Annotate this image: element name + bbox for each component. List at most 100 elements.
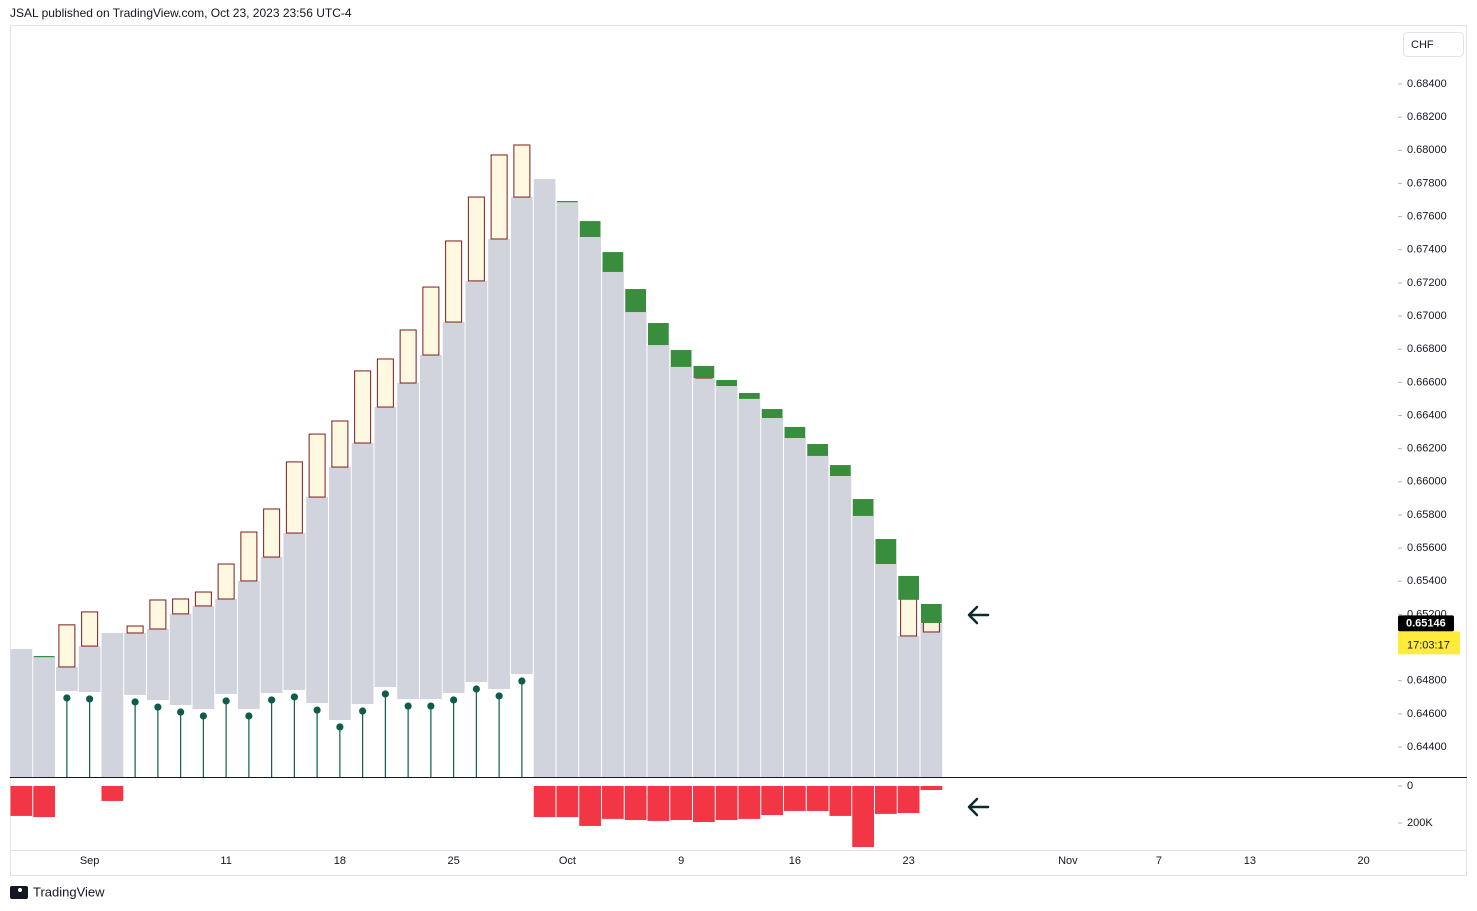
y-tick-label: 0.66000 — [1407, 476, 1447, 488]
volume-bar — [920, 785, 943, 791]
range-box — [194, 591, 212, 607]
price-column — [147, 628, 169, 701]
y-tick-label: 0.64800 — [1407, 675, 1447, 687]
x-tick-label: 7 — [1156, 855, 1162, 867]
range-box — [81, 611, 99, 647]
price-column — [920, 623, 943, 777]
stem-dot — [177, 708, 185, 716]
stem-dot — [313, 706, 321, 714]
range-box — [490, 154, 508, 240]
green-block — [784, 426, 806, 439]
price-column — [192, 605, 215, 710]
green-block — [852, 499, 874, 516]
price-column — [761, 417, 783, 777]
volume-bar — [806, 785, 829, 811]
green-block — [921, 603, 942, 624]
y-tick-label: 0.64400 — [1407, 741, 1447, 753]
price-column — [738, 398, 761, 777]
price-column — [602, 271, 624, 777]
volume-bar — [670, 785, 692, 821]
y-tick-label: 0.65400 — [1407, 575, 1447, 587]
price-column — [829, 476, 852, 777]
y-tick-label: 0.68400 — [1407, 78, 1447, 90]
stem-dot — [427, 702, 435, 710]
range-box — [513, 144, 531, 198]
y-tick-label: 0.65800 — [1407, 509, 1447, 521]
stem-dot — [359, 707, 367, 715]
stem-dot — [472, 685, 480, 693]
price-column — [124, 632, 146, 695]
arrow-price — [967, 605, 990, 625]
volume-bar — [101, 785, 124, 801]
stem-dot — [518, 677, 526, 685]
green-block — [693, 365, 715, 379]
volume-bar — [579, 785, 601, 826]
x-tick-label: Sep — [80, 855, 100, 867]
stem-dot — [222, 697, 230, 705]
green-block — [739, 392, 760, 399]
y-tick-label: 0.64600 — [1407, 708, 1447, 720]
header-text: JSAL published on TradingView.com, Oct 2… — [10, 6, 352, 20]
volume-tick-label: 0 — [1407, 780, 1413, 792]
volume-bar — [761, 785, 783, 816]
arrow-volume — [967, 797, 990, 817]
price-column — [56, 666, 78, 691]
range-box — [354, 370, 372, 444]
volume-bar — [897, 785, 920, 813]
price-column — [10, 649, 33, 777]
green-block — [807, 444, 828, 456]
green-block — [648, 323, 669, 346]
volume-bar — [533, 785, 556, 818]
x-tick-label: 20 — [1358, 855, 1370, 867]
volume-bar — [624, 785, 647, 821]
currency-box[interactable] — [1403, 32, 1464, 57]
green-block — [625, 289, 646, 313]
last-price-label: 0.65146 — [1406, 617, 1446, 629]
stem-dot — [86, 695, 94, 703]
volume-bar — [715, 785, 738, 821]
stem-dot — [154, 703, 162, 711]
x-tick-label: Oct — [559, 855, 576, 867]
price-column — [624, 312, 647, 777]
last-price-badge — [1398, 615, 1454, 632]
volume-tick-label: 200K — [1407, 817, 1433, 829]
range-box — [399, 329, 417, 384]
price-column — [329, 467, 351, 720]
countdown-badge — [1398, 631, 1460, 655]
volume-bar — [556, 785, 579, 818]
volume-bar — [738, 785, 761, 819]
y-tick-label: 0.67000 — [1407, 310, 1447, 322]
logo-dot — [18, 888, 22, 892]
range-box — [331, 420, 349, 468]
x-tick-label: Nov — [1058, 855, 1078, 867]
price-column — [260, 557, 283, 693]
price-column — [283, 533, 306, 690]
brand-text: TradingView — [33, 884, 105, 899]
price-column — [875, 564, 897, 777]
range-box — [149, 599, 167, 630]
y-tick-label: 0.66200 — [1407, 443, 1447, 455]
price-column — [238, 580, 260, 710]
price-column — [533, 178, 556, 777]
chart-frame — [10, 25, 1467, 876]
green-block — [579, 221, 601, 237]
range-box — [445, 240, 463, 323]
price-column — [511, 197, 533, 675]
volume-bar — [852, 785, 874, 848]
currency-label: CHF — [1411, 39, 1434, 51]
volume-bar — [875, 785, 897, 814]
y-tick-label: 0.66400 — [1407, 409, 1447, 421]
price-column — [306, 497, 328, 704]
y-tick-label: 0.67800 — [1407, 177, 1447, 189]
y-tick-label: 0.68000 — [1407, 144, 1447, 156]
stem-dot — [63, 694, 71, 702]
x-tick-label: 25 — [448, 855, 460, 867]
price-column — [101, 632, 124, 777]
price-column — [806, 455, 829, 777]
green-block — [670, 350, 692, 367]
price-column — [693, 378, 715, 777]
green-block — [557, 201, 578, 203]
green-block — [875, 538, 897, 565]
green-block — [761, 409, 783, 418]
